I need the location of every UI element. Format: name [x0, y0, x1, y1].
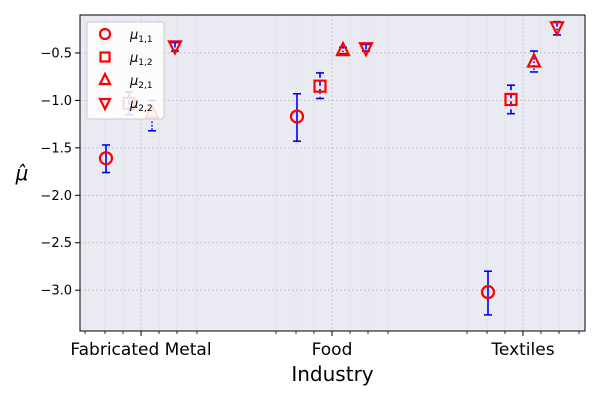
legend-marker	[98, 71, 112, 86]
legend-marker	[98, 97, 112, 112]
x-axis-label: Industry	[291, 362, 373, 386]
legend-marker	[99, 51, 111, 63]
data-point	[526, 52, 542, 68]
y-tick-label: −1.0	[40, 94, 72, 109]
x-tick-label: Food	[312, 340, 353, 360]
data-point	[549, 21, 565, 37]
legend-box	[86, 21, 165, 120]
y-axis-label: μ̂	[15, 161, 29, 185]
y-tick-label: −0.5	[40, 46, 72, 61]
data-point	[504, 92, 518, 107]
x-tick-label: Textiles	[490, 340, 554, 360]
data-point	[335, 40, 351, 57]
legend-marker	[98, 27, 112, 41]
y-tick-label: −2.0	[40, 189, 72, 204]
y-tick-label: −1.5	[40, 141, 72, 156]
data-point	[358, 42, 374, 58]
data-point	[480, 284, 496, 300]
data-point	[167, 40, 183, 56]
y-tick-label: −2.5	[40, 236, 72, 251]
data-point	[289, 109, 305, 124]
y-tick-label: −3.0	[40, 284, 72, 299]
data-point	[98, 151, 114, 166]
data-point	[313, 79, 327, 93]
x-tick-label: Fabricated Metal	[70, 340, 211, 360]
